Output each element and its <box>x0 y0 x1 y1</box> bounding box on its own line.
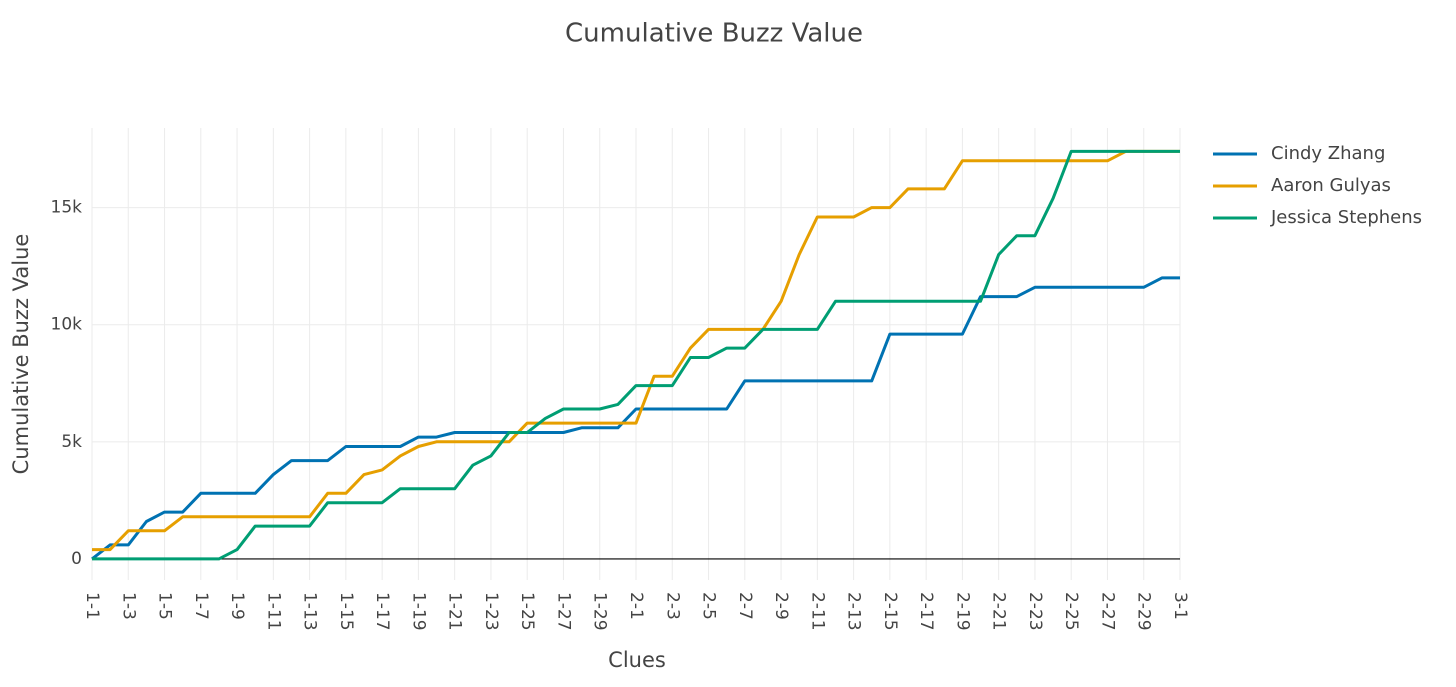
x-tick-label: 2-17 <box>916 592 936 631</box>
x-tick-label: 1-13 <box>300 592 320 631</box>
y-tick-label: 15k <box>51 198 83 218</box>
x-tick-label: 1-25 <box>517 592 537 631</box>
x-tick-label: 2-1 <box>626 592 646 620</box>
x-tick-label: 1-9 <box>227 592 247 620</box>
x-tick-label: 1-1 <box>82 592 102 620</box>
legend-label: Cindy Zhang <box>1271 143 1385 164</box>
x-tick-label: 2-27 <box>1097 592 1117 631</box>
x-tick-label: 1-19 <box>408 592 428 631</box>
x-tick-label: 1-17 <box>372 592 392 631</box>
line-series <box>92 149 1180 552</box>
x-tick-label: 1-23 <box>481 592 501 631</box>
x-tick-label: 1-15 <box>336 592 356 631</box>
y-tick-label: 0 <box>71 549 82 569</box>
x-tick-label: 1-27 <box>553 592 573 631</box>
x-tick-label: 2-15 <box>880 592 900 631</box>
x-tick-label: 2-7 <box>735 592 755 620</box>
x-tick-label: 1-7 <box>191 592 211 620</box>
x-tick-label: 3-1 <box>1170 592 1190 620</box>
x-tick-label: 1-21 <box>445 592 465 631</box>
x-tick-label: 2-21 <box>989 592 1009 631</box>
x-tick-label: 2-29 <box>1134 592 1154 631</box>
x-tick-label: 2-5 <box>699 592 719 620</box>
y-tick-label: 5k <box>61 432 82 452</box>
x-tick-label: 1-3 <box>118 592 138 620</box>
y-tick-label: 10k <box>51 315 83 335</box>
chart-title: Cumulative Buzz Value <box>565 19 863 49</box>
x-tick-label: 2-3 <box>662 592 682 620</box>
x-tick-label: 2-9 <box>771 592 791 620</box>
x-tick-label: 2-25 <box>1061 592 1081 631</box>
line-series <box>92 149 1180 561</box>
x-tick-label: 2-23 <box>1025 592 1045 631</box>
y-axis-title: Cumulative Buzz Value <box>9 234 33 475</box>
x-tick-label: 1-11 <box>263 592 283 631</box>
line-series <box>91 276 1180 561</box>
x-tick-label: 2-13 <box>844 592 864 631</box>
legend-label: Aaron Gulyas <box>1271 175 1391 196</box>
x-tick-label: 1-29 <box>590 592 610 631</box>
legend-label: Jessica Stephens <box>1270 207 1422 228</box>
x-axis-title: Clues <box>608 648 666 672</box>
x-tick-label: 2-19 <box>952 592 972 631</box>
x-tick-label: 1-5 <box>155 592 175 620</box>
x-tick-label: 2-11 <box>807 592 827 631</box>
